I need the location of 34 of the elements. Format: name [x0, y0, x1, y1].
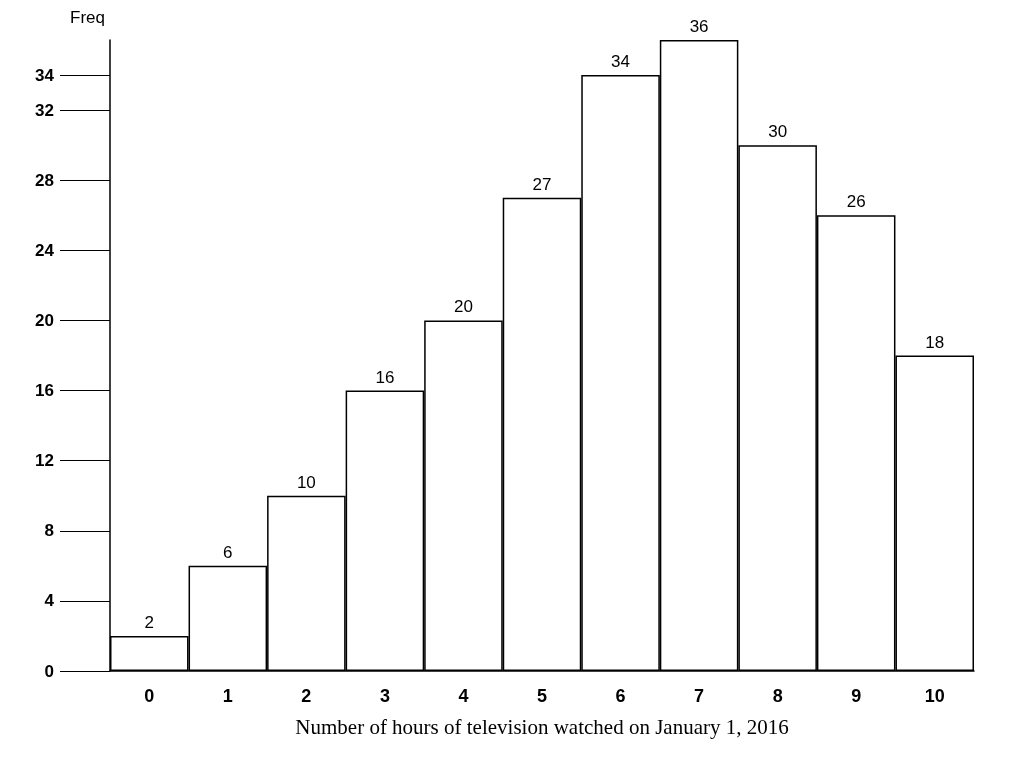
data-label: 18 — [925, 332, 945, 352]
data-label: 27 — [532, 174, 552, 194]
y-tick-label: 16 — [35, 381, 54, 401]
y-tick-label: 28 — [35, 170, 54, 190]
y-tick-label: 34 — [35, 65, 55, 85]
data-label: 16 — [375, 367, 395, 387]
x-tick-label: 4 — [458, 686, 469, 706]
data-label: 20 — [453, 297, 473, 317]
x-tick-label: 9 — [851, 686, 862, 706]
y-tick-label: 12 — [35, 451, 54, 471]
data-label: 2 — [144, 612, 155, 632]
data-label: 34 — [611, 52, 631, 72]
y-tick-label: 8 — [44, 521, 54, 541]
data-label: 6 — [223, 542, 233, 562]
data-label: 36 — [689, 17, 709, 36]
data-label: 10 — [296, 472, 316, 492]
y-tick-label: 20 — [35, 310, 54, 330]
y-axis-title: Freq — [70, 8, 105, 27]
x-axis-title: Number of hours of television watched on January 1, 2016 — [295, 714, 789, 739]
data-label: 26 — [846, 192, 866, 212]
x-tick-label: 1 — [222, 686, 233, 706]
x-tick-label: 2 — [301, 686, 312, 706]
y-tick-label: 32 — [35, 100, 54, 120]
x-tick-label: 8 — [772, 686, 783, 706]
data-label: 30 — [768, 122, 788, 142]
y-tick-label: 0 — [44, 661, 54, 681]
x-tick-label: 5 — [536, 686, 548, 706]
x-tick-label: 3 — [379, 686, 390, 706]
x-tick-label: 10 — [924, 686, 945, 706]
x-tick-label: 0 — [144, 686, 155, 706]
x-tick-label: 6 — [615, 686, 626, 706]
x-tick-label: 7 — [694, 686, 705, 706]
y-tick-label: 4 — [44, 591, 55, 611]
y-tick-label: 24 — [35, 240, 55, 260]
